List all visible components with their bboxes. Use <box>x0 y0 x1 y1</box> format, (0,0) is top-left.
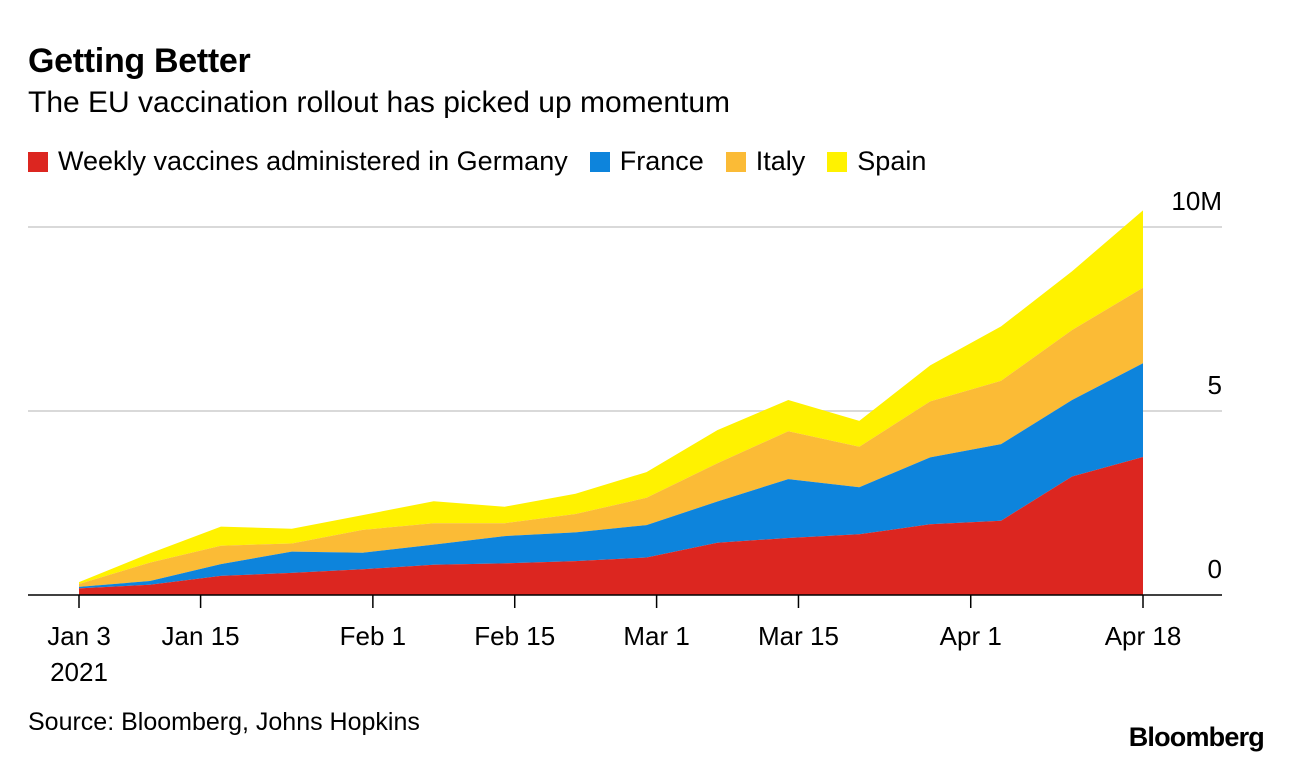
legend-label-italy: Italy <box>755 146 806 176</box>
area-italy <box>79 287 1143 587</box>
area-germany <box>79 457 1143 595</box>
legend-label-germany: Weekly vaccines administered in Germany <box>58 146 568 176</box>
x-tick-label-2021-03-01: Mar 1 <box>623 621 689 651</box>
x-tick-label-2021-04-18: Apr 18 <box>1105 621 1182 651</box>
x-tick-label-2021-02-15: Feb 15 <box>474 621 555 651</box>
legend-swatch-france <box>589 151 610 172</box>
chart-subtitle: The EU vaccination rollout has picked up… <box>28 86 731 119</box>
source-note: Source: Bloomberg, Johns Hopkins <box>28 708 420 736</box>
legend-label-spain: Spain <box>857 146 927 176</box>
area-spain <box>79 210 1143 584</box>
x-tick-sublabel-year: 2021 <box>50 657 108 687</box>
legend-swatch-germany <box>28 151 48 172</box>
legend: Weekly vaccines administered in Germany … <box>28 146 948 177</box>
x-tick-label-2021-01-03: Jan 3 <box>47 621 111 651</box>
y-tick-label-0: 0 <box>1208 554 1222 584</box>
legend-label-france: France <box>619 146 704 176</box>
y-tick-label-10: 10M <box>1171 186 1222 216</box>
y-tick-label-5: 5 <box>1208 370 1222 400</box>
x-tick-label-2021-02-01: Feb 1 <box>340 621 407 651</box>
legend-item-spain: Spain <box>827 146 926 177</box>
legend-swatch-italy <box>725 151 746 172</box>
legend-item-france: France <box>589 146 704 177</box>
chart-title: Getting Better <box>28 42 251 80</box>
x-tick-label-2021-03-15: Mar 15 <box>758 621 839 651</box>
legend-swatch-spain <box>827 151 848 172</box>
legend-item-italy: Italy <box>725 146 806 177</box>
x-tick-label-2021-01-15: Jan 15 <box>162 621 240 651</box>
bloomberg-logo: Bloomberg <box>1128 722 1265 752</box>
area-france <box>79 363 1143 589</box>
x-tick-label-2021-04-01: Apr 1 <box>940 621 1002 651</box>
legend-item-germany: Weekly vaccines administered in Germany <box>28 146 568 177</box>
